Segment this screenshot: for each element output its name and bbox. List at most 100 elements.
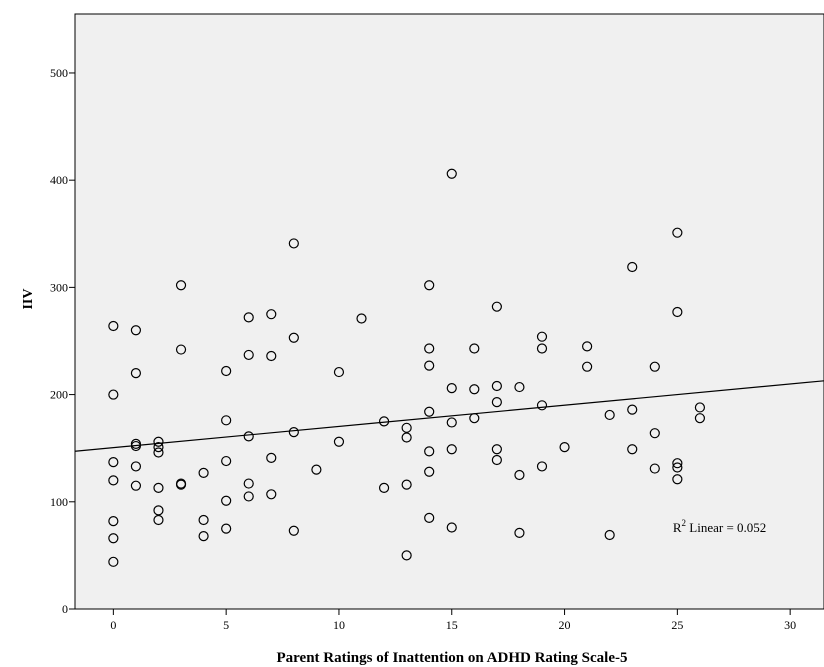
- data-point: [604, 529, 615, 541]
- data-point: [175, 479, 187, 490]
- x-axis-title: Parent Ratings of Inattention on ADHD Ra…: [277, 650, 628, 666]
- y-tick-label: 500: [50, 66, 68, 80]
- data-point: [108, 389, 119, 400]
- data-point: [288, 525, 299, 536]
- r-squared-superscript: 2: [682, 518, 687, 528]
- plot-area: [74, 13, 824, 610]
- data-point: [536, 461, 548, 472]
- data-point: [130, 325, 142, 336]
- data-point: [175, 344, 187, 355]
- data-point: [401, 422, 412, 433]
- data-point: [153, 442, 164, 453]
- data-point: [424, 360, 435, 371]
- data-point: [491, 454, 502, 466]
- data-point: [198, 514, 209, 526]
- data-point: [221, 365, 232, 377]
- data-point: [559, 442, 570, 453]
- data-point: [446, 522, 457, 533]
- x-tick-label: 30: [784, 618, 796, 632]
- data-point: [108, 515, 119, 527]
- data-point: [243, 349, 254, 361]
- data-points: [108, 168, 706, 567]
- data-point: [356, 313, 367, 324]
- x-tick-label: 10: [333, 618, 345, 632]
- data-point: [266, 489, 277, 500]
- data-point: [649, 361, 660, 372]
- data-point: [469, 343, 480, 354]
- data-point: [649, 463, 660, 474]
- data-point: [694, 402, 706, 413]
- data-point: [153, 505, 164, 516]
- data-point: [514, 527, 525, 538]
- data-point: [627, 261, 638, 273]
- data-point: [536, 343, 548, 354]
- data-point: [288, 238, 299, 249]
- data-point: [627, 404, 638, 415]
- data-point: [243, 431, 254, 442]
- data-point: [694, 413, 706, 424]
- data-point: [108, 556, 119, 567]
- data-point: [153, 482, 164, 493]
- y-tick-label: 400: [50, 173, 68, 187]
- x-tick-label: 15: [446, 618, 458, 632]
- data-point: [514, 381, 525, 393]
- data-point: [424, 343, 435, 354]
- data-point: [604, 409, 615, 421]
- data-point: [401, 432, 412, 443]
- y-tick-label: 100: [50, 495, 68, 509]
- data-point: [198, 530, 209, 542]
- y-axis-ticks: 0 100 200 300 400 500: [50, 66, 75, 616]
- x-axis-ticks: 0 5 10 15 20 25 30: [110, 609, 796, 632]
- data-point: [491, 444, 502, 455]
- data-point: [108, 320, 119, 332]
- data-point: [582, 361, 593, 372]
- data-point: [243, 491, 254, 502]
- data-point: [401, 550, 412, 561]
- data-point: [424, 406, 435, 417]
- data-point: [198, 467, 209, 478]
- fit-line: [74, 380, 824, 452]
- data-point: [130, 368, 142, 379]
- y-tick-label: 0: [62, 602, 68, 616]
- data-point: [221, 495, 232, 506]
- data-point: [221, 523, 232, 534]
- data-point: [221, 415, 232, 426]
- data-point: [153, 447, 164, 458]
- r-squared-text: Linear = 0.052: [686, 520, 766, 535]
- data-point: [536, 400, 548, 411]
- y-tick-label: 300: [50, 280, 68, 294]
- data-point: [672, 227, 683, 238]
- data-point: [378, 416, 390, 427]
- data-point: [108, 475, 119, 486]
- data-point: [108, 533, 119, 544]
- data-point: [446, 417, 457, 428]
- data-point: [424, 466, 435, 477]
- data-point: [288, 332, 299, 343]
- data-point: [130, 440, 142, 452]
- data-point: [424, 512, 435, 523]
- data-point: [536, 331, 548, 342]
- x-tick-label: 0: [110, 618, 116, 632]
- x-tick-label: 20: [559, 618, 571, 632]
- data-point: [627, 444, 638, 455]
- x-tick-label: 25: [671, 618, 683, 632]
- data-point: [491, 396, 502, 408]
- data-point: [491, 301, 502, 312]
- data-point: [243, 478, 254, 489]
- data-point: [446, 444, 457, 455]
- data-point: [108, 457, 119, 468]
- data-point: [175, 280, 187, 291]
- r-squared-annotation: R2 Linear = 0.052: [673, 518, 766, 535]
- data-point: [672, 306, 683, 318]
- data-point: [424, 446, 435, 457]
- data-point: [401, 479, 412, 490]
- data-point: [130, 461, 142, 472]
- data-point: [446, 383, 457, 394]
- data-point: [672, 462, 683, 473]
- data-point: [469, 413, 480, 424]
- x-tick-label: 5: [223, 618, 229, 632]
- data-point: [221, 455, 232, 467]
- r-squared-prefix: R: [673, 520, 682, 535]
- data-point: [469, 384, 480, 395]
